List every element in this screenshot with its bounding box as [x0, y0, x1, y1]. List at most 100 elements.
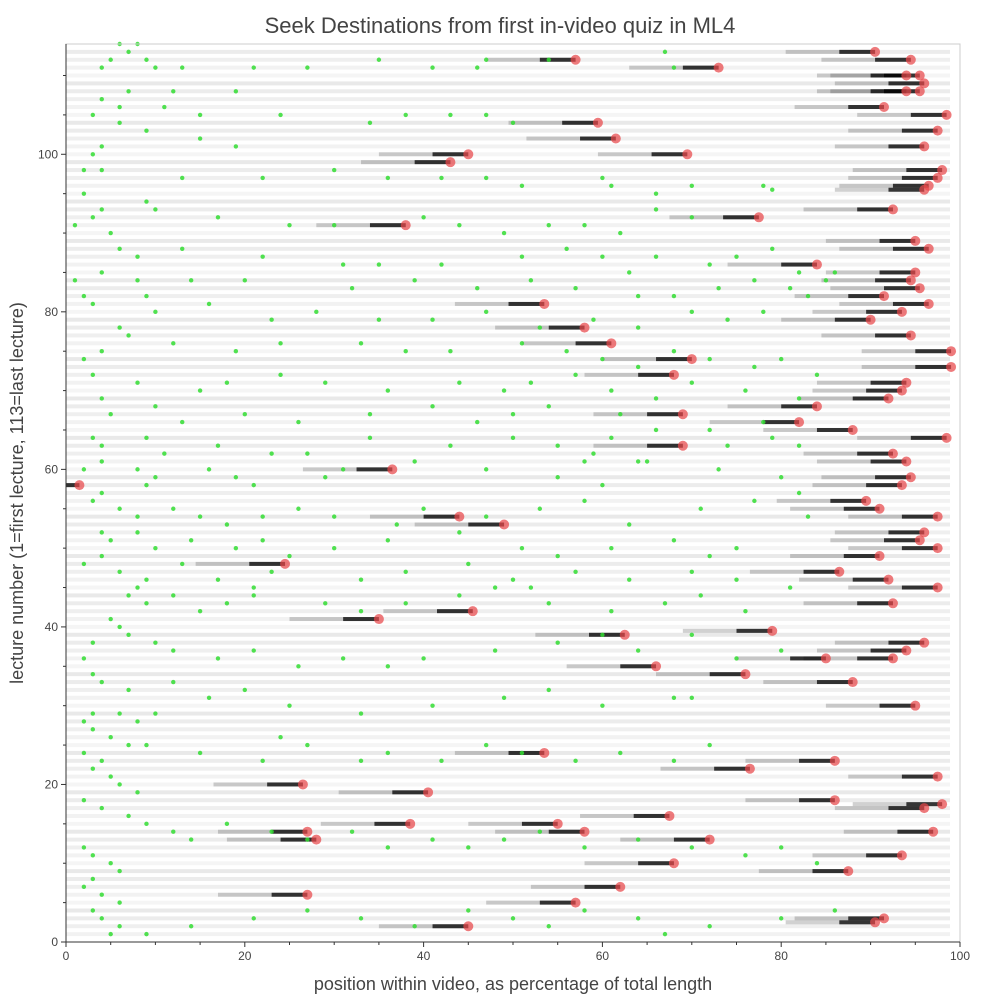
lecture-start-point	[582, 459, 587, 464]
lecture-start-point	[796, 443, 802, 448]
lecture-start-point	[99, 207, 104, 212]
lecture-start-point	[761, 309, 766, 315]
seek-heat-core	[852, 577, 889, 582]
seek-heat-streak	[848, 128, 938, 133]
lecture-start-point	[305, 451, 310, 456]
seek-heat-streak	[580, 813, 670, 818]
lecture-start-point	[618, 230, 623, 236]
lecture-start-point	[653, 396, 659, 401]
seek-heat-row	[66, 262, 950, 267]
quiz-point	[919, 637, 930, 648]
lecture-start-point	[627, 270, 632, 275]
lecture-start-point	[144, 577, 149, 582]
seek-heat-row	[66, 341, 950, 346]
seek-heat-streak	[709, 420, 800, 425]
lecture-start-point	[689, 183, 694, 188]
lecture-start-point	[251, 482, 256, 488]
quiz-point	[499, 519, 510, 530]
lecture-start-point	[81, 719, 87, 724]
lecture-start-point	[546, 404, 551, 409]
seek-heat-core	[508, 750, 545, 755]
seek-heat-streak	[727, 262, 817, 267]
lecture-start-point	[224, 601, 230, 606]
seek-heat-core	[392, 790, 429, 795]
lecture-start-point	[635, 293, 641, 299]
seek-heat-core	[271, 829, 308, 834]
quiz-point	[847, 424, 858, 435]
seek-heat-row	[66, 593, 950, 598]
lecture-start-point	[367, 120, 373, 125]
seek-heat-streak	[803, 207, 893, 212]
lecture-start-point	[332, 545, 337, 551]
lecture-start-point	[153, 711, 158, 716]
lecture-start-point	[627, 577, 632, 582]
seek-heat-row	[66, 183, 950, 188]
quiz-point	[373, 614, 384, 625]
seek-heat-core	[843, 506, 880, 511]
seek-heat-row	[66, 317, 950, 322]
quiz-point	[664, 810, 675, 821]
seek-heat-streak	[682, 628, 773, 633]
lecture-start-point	[99, 270, 104, 275]
seek-heat-layer	[66, 49, 952, 937]
seek-heat-row	[66, 231, 950, 236]
lecture-start-point	[376, 57, 382, 62]
lecture-start-point	[99, 459, 104, 464]
lecture-start-point	[171, 648, 176, 653]
lecture-start-point	[662, 931, 668, 937]
quiz-point	[914, 86, 925, 97]
quiz-point	[910, 700, 921, 711]
seek-heat-row	[66, 97, 950, 102]
lecture-start-point	[81, 884, 87, 890]
lecture-start-point	[707, 262, 712, 267]
lecture-start-point	[573, 569, 578, 574]
lecture-start-point	[153, 545, 158, 551]
seek-heat-core	[888, 640, 925, 645]
seek-heat-core	[901, 585, 938, 590]
lecture-start-point	[126, 742, 131, 748]
seek-heat-row	[66, 112, 950, 117]
quiz-point	[834, 566, 845, 577]
lecture-start-point	[385, 538, 391, 543]
lecture-start-point	[752, 364, 757, 370]
seek-heat-streak	[566, 664, 657, 669]
lecture-start-point	[188, 837, 194, 842]
lecture-start-point	[519, 183, 525, 188]
lecture-start-point	[787, 585, 793, 590]
seek-heat-row	[66, 932, 950, 937]
quiz-point	[919, 803, 930, 814]
seek-heat-core	[673, 837, 710, 842]
lecture-start-point	[403, 112, 408, 118]
quiz-point	[914, 283, 925, 294]
seek-heat-row	[66, 538, 950, 543]
x-tick-label: 100	[950, 949, 970, 963]
quiz-point	[914, 535, 925, 546]
seek-heat-streak	[745, 798, 835, 803]
lecture-start-point	[770, 246, 775, 252]
seek-heat-row	[66, 821, 950, 826]
seek-heat-streak	[799, 577, 889, 582]
seek-heat-core	[848, 105, 885, 110]
lecture-start-point	[671, 538, 677, 543]
seek-heat-core	[879, 270, 916, 275]
lecture-start-point	[716, 285, 721, 291]
seek-heat-streak	[825, 270, 916, 275]
seek-heat-core	[857, 207, 893, 212]
lecture-start-point	[188, 538, 194, 543]
lecture-start-point	[305, 908, 310, 913]
lecture-start-point	[278, 734, 283, 740]
x-tick-label: 60	[596, 949, 610, 963]
seek-heat-row	[66, 364, 950, 369]
seek-heat-row	[66, 175, 950, 180]
lecture-start-point	[153, 309, 158, 315]
lecture-start-point	[117, 120, 122, 125]
lecture-start-point	[743, 388, 748, 393]
lecture-start-point	[457, 530, 462, 535]
quiz-point	[901, 86, 912, 97]
quiz-point	[794, 417, 805, 428]
lecture-start-point	[117, 868, 122, 874]
seek-heat-row	[66, 168, 950, 173]
seek-heat-row	[66, 703, 950, 708]
lecture-start-point	[457, 593, 462, 598]
lecture-start-point	[600, 482, 605, 488]
